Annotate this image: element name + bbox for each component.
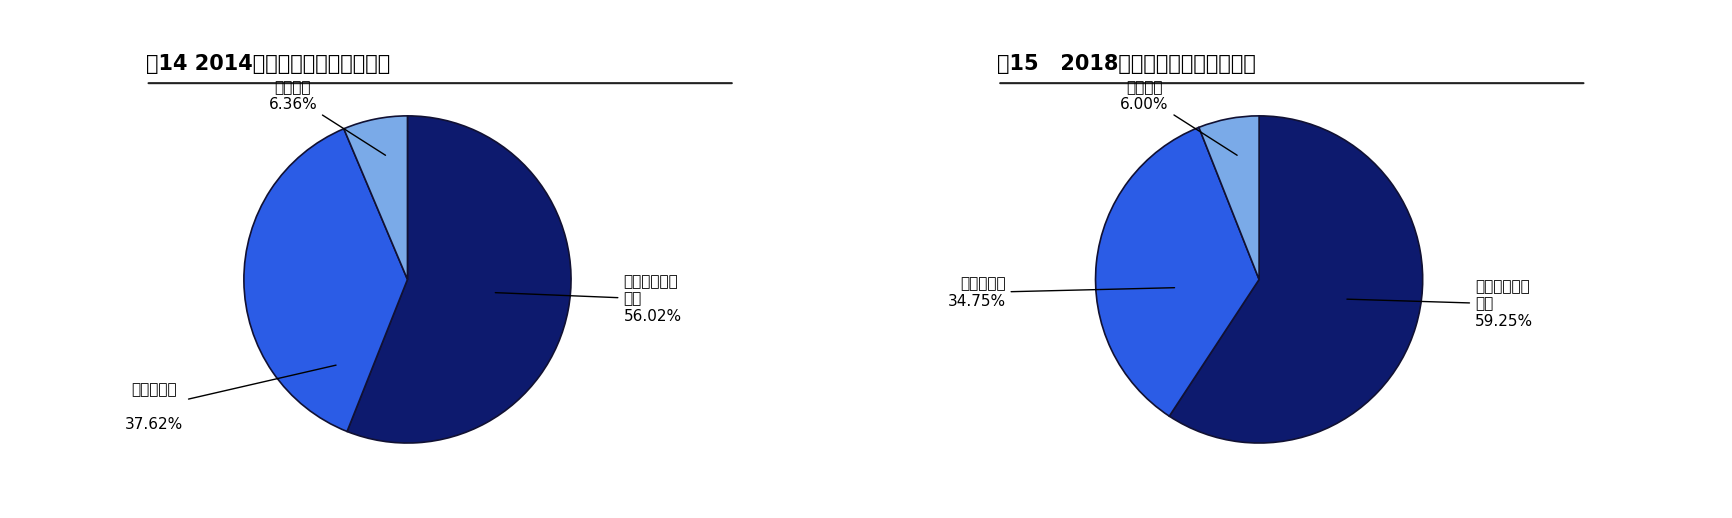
Wedge shape xyxy=(1096,127,1259,416)
Text: 显微镜系列
34.75%: 显微镜系列 34.75% xyxy=(947,276,1174,309)
Wedge shape xyxy=(244,129,407,431)
Text: 图14 2014年公司毛利构成占比情况: 图14 2014年公司毛利构成占比情况 xyxy=(145,54,390,74)
Text: 其他业务
6.00%: 其他业务 6.00% xyxy=(1121,80,1237,155)
Wedge shape xyxy=(345,116,407,279)
Text: 显微镜系列

37.62%: 显微镜系列 37.62% xyxy=(125,365,336,432)
Wedge shape xyxy=(1199,116,1259,279)
Text: 图15   2018年公司毛利构成占比情况: 图15 2018年公司毛利构成占比情况 xyxy=(998,54,1256,74)
Text: 光学元件组件
系列
59.25%: 光学元件组件 系列 59.25% xyxy=(1347,279,1533,329)
Text: 光学元件组件
系列
56.02%: 光学元件组件 系列 56.02% xyxy=(495,274,681,324)
Text: 其他业务
6.36%: 其他业务 6.36% xyxy=(268,80,386,155)
Wedge shape xyxy=(1169,116,1422,443)
Wedge shape xyxy=(346,116,572,443)
